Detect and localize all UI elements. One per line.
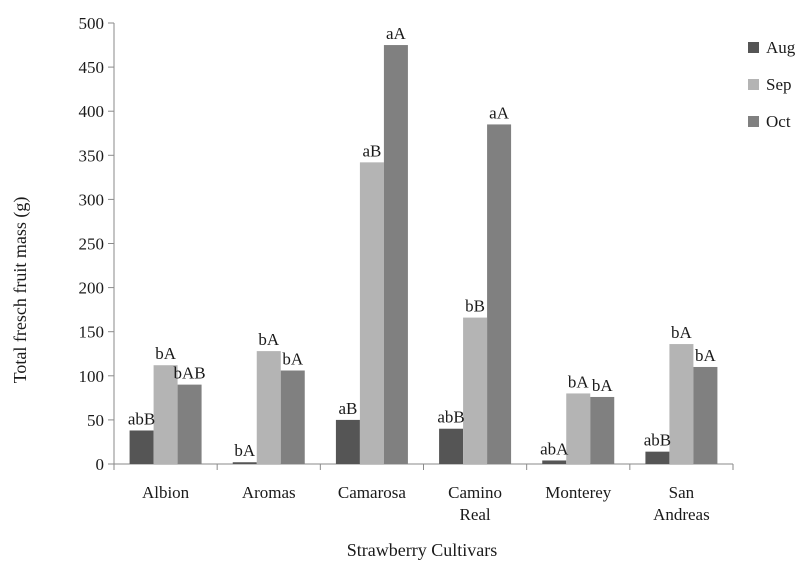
bar-sep: [359, 162, 384, 464]
bar-aug: [129, 430, 154, 464]
bar-aug: [232, 462, 257, 464]
y-tick-label: 450: [79, 58, 105, 77]
data-label: bA: [234, 441, 256, 460]
y-tick-label: 250: [79, 235, 105, 254]
legend-label: Sep: [766, 75, 792, 94]
y-tick-label: 350: [79, 146, 105, 165]
bar-oct: [693, 366, 718, 464]
data-label: abA: [540, 439, 569, 458]
y-axis: 0 50 100 150 200 250 300 350 400 450 500: [79, 14, 115, 474]
bar-oct: [487, 124, 512, 465]
data-label: bA: [282, 350, 304, 369]
y-tick-label: 400: [79, 102, 105, 121]
data-label: bAB: [174, 364, 206, 383]
category-label: Andreas: [653, 505, 710, 524]
legend-swatch-oct: [748, 116, 759, 127]
bar-sep: [669, 344, 694, 464]
bar-sep: [153, 365, 178, 464]
bar-oct: [177, 384, 202, 464]
y-tick-label: 150: [79, 323, 105, 342]
data-label: aB: [362, 141, 381, 160]
legend-swatch-sep: [748, 79, 759, 90]
x-axis: Albion Aromas Camarosa Camino Real Monterey Sa…: [113, 463, 734, 524]
data-label: abB: [128, 409, 155, 428]
y-tick-label: 100: [79, 367, 105, 386]
data-label: bA: [155, 344, 177, 363]
category-label: Camino: [448, 483, 502, 502]
bar-aug: [645, 451, 670, 464]
data-label: abB: [437, 408, 464, 427]
data-label: bA: [568, 372, 590, 391]
data-label: bA: [592, 376, 614, 395]
data-label: aA: [386, 24, 407, 43]
data-label: bA: [258, 330, 280, 349]
data-label: bA: [695, 346, 717, 365]
bar-oct: [280, 370, 305, 464]
category-label: Real: [460, 505, 491, 524]
y-tick-label: 50: [87, 411, 104, 430]
category-label: Albion: [142, 483, 190, 502]
y-tick-label: 300: [79, 190, 105, 209]
category-label: Camarosa: [338, 483, 406, 502]
bar-aug: [335, 419, 360, 464]
x-axis-title: Strawberry Cultivars: [347, 540, 497, 560]
data-label: abB: [644, 431, 671, 450]
legend-label: Aug: [766, 38, 796, 57]
bars: [129, 45, 718, 465]
bar-oct: [383, 45, 408, 465]
category-label: San: [669, 483, 695, 502]
category-label: Monterey: [545, 483, 612, 502]
legend-label: Oct: [766, 112, 791, 131]
data-label: aB: [338, 399, 357, 418]
bar-sep: [256, 351, 281, 464]
bar-sep: [463, 317, 488, 464]
y-tick-label: 0: [96, 455, 105, 474]
data-label: aA: [489, 103, 510, 122]
legend: Aug Sep Oct: [748, 38, 796, 131]
data-label: bB: [465, 297, 485, 316]
bar-aug: [542, 460, 567, 464]
y-axis-title: Total fresch fruit mass (g): [10, 197, 31, 384]
category-label: Aromas: [242, 483, 296, 502]
bar-oct: [590, 396, 615, 464]
y-tick-label: 500: [79, 14, 105, 33]
bar-sep: [566, 393, 591, 464]
y-tick-label: 200: [79, 279, 105, 298]
legend-swatch-aug: [748, 42, 759, 53]
bar-aug: [439, 428, 464, 464]
data-label: bA: [671, 323, 693, 342]
